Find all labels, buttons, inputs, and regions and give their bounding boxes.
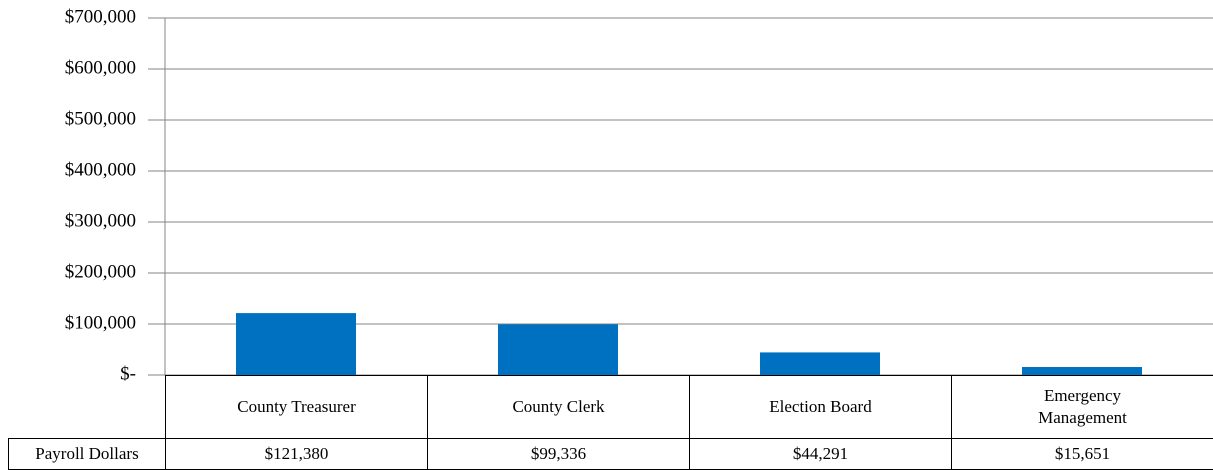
category-cell: Emergency Management [951, 375, 1213, 439]
value-cell-text: $99,336 [530, 444, 587, 463]
value-cell: $15,651 [951, 438, 1213, 470]
value-cell: $99,336 [427, 438, 690, 470]
bar [498, 324, 618, 375]
y-tick-label: $500,000 [65, 108, 136, 129]
value-cell-text: $44,291 [792, 444, 849, 463]
series-name-cell: Payroll Dollars [8, 438, 166, 470]
y-tick-label: $300,000 [65, 210, 136, 231]
category-cell: Election Board [689, 375, 952, 439]
y-tick-label: $600,000 [65, 57, 136, 78]
series-name-cell-text: Payroll Dollars [35, 444, 139, 463]
category-cell: County Clerk [427, 375, 690, 439]
category-cell-text: Emergency Management [1038, 386, 1127, 427]
category-cell-text: Election Board [769, 397, 872, 416]
category-cell-text: County Clerk [512, 397, 605, 416]
y-tick-label: $200,000 [65, 261, 136, 282]
bar [760, 352, 880, 375]
y-tick-label: $100,000 [65, 312, 136, 333]
category-cell-text: County Treasurer [237, 397, 356, 416]
value-cell: $121,380 [165, 438, 428, 470]
category-cell: County Treasurer [165, 375, 428, 439]
bar [236, 313, 356, 375]
value-cell-text: $15,651 [1054, 444, 1111, 463]
bar [1022, 367, 1142, 375]
value-cell-text: $121,380 [264, 444, 329, 463]
y-tick-label: $- [120, 363, 136, 384]
value-cell: $44,291 [689, 438, 952, 470]
y-tick-label: $400,000 [65, 159, 136, 180]
y-tick-label: $700,000 [65, 6, 136, 27]
